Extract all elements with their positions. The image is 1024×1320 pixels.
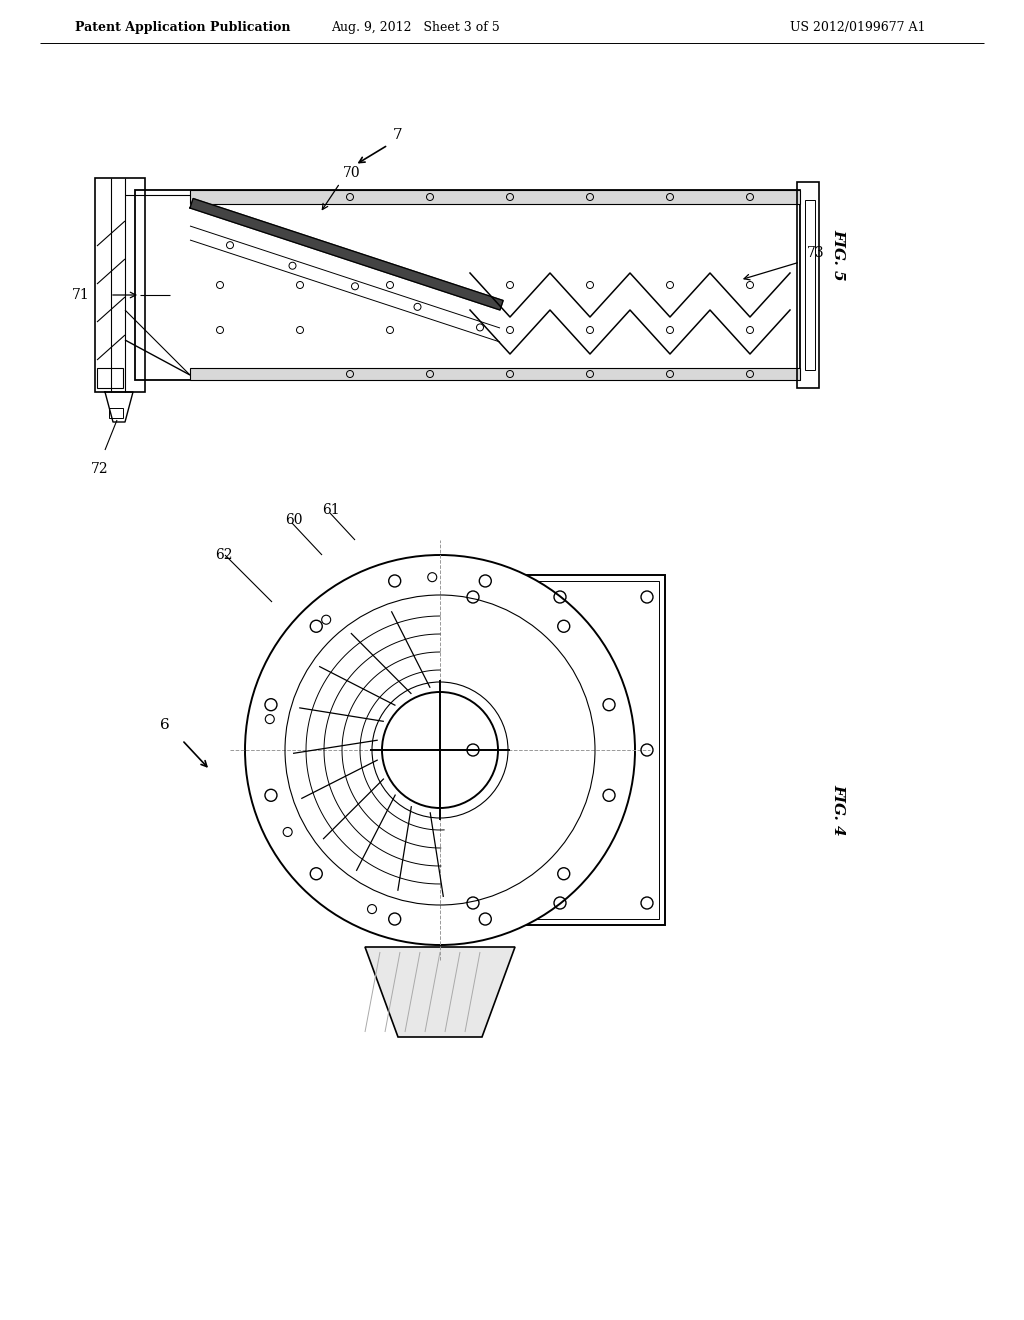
Text: 71: 71 (73, 288, 90, 302)
Text: FIG. 4: FIG. 4 (831, 784, 845, 836)
Bar (190, 368, 800, 380)
Text: FIG. 5: FIG. 5 (831, 230, 845, 281)
Text: 70: 70 (343, 166, 360, 180)
Text: 72: 72 (91, 462, 109, 477)
Circle shape (245, 554, 635, 945)
Text: 7: 7 (393, 128, 402, 143)
Polygon shape (365, 946, 515, 1038)
Bar (135, 190, 800, 380)
Bar (455, 576, 665, 925)
Bar (190, 190, 800, 205)
Text: 60: 60 (285, 513, 302, 527)
Text: Patent Application Publication: Patent Application Publication (75, 21, 291, 34)
Bar (805, 201, 815, 370)
Text: 62: 62 (215, 548, 232, 562)
Text: Aug. 9, 2012   Sheet 3 of 5: Aug. 9, 2012 Sheet 3 of 5 (331, 21, 500, 34)
Bar (95, 178, 145, 392)
Text: US 2012/0199677 A1: US 2012/0199677 A1 (790, 21, 926, 34)
Text: 73: 73 (807, 246, 824, 260)
Bar (97, 368, 123, 388)
Text: 6: 6 (160, 718, 170, 733)
Text: 61: 61 (322, 503, 340, 517)
Polygon shape (190, 198, 503, 310)
Bar (461, 581, 659, 919)
Bar (109, 408, 123, 418)
Bar (797, 182, 819, 388)
